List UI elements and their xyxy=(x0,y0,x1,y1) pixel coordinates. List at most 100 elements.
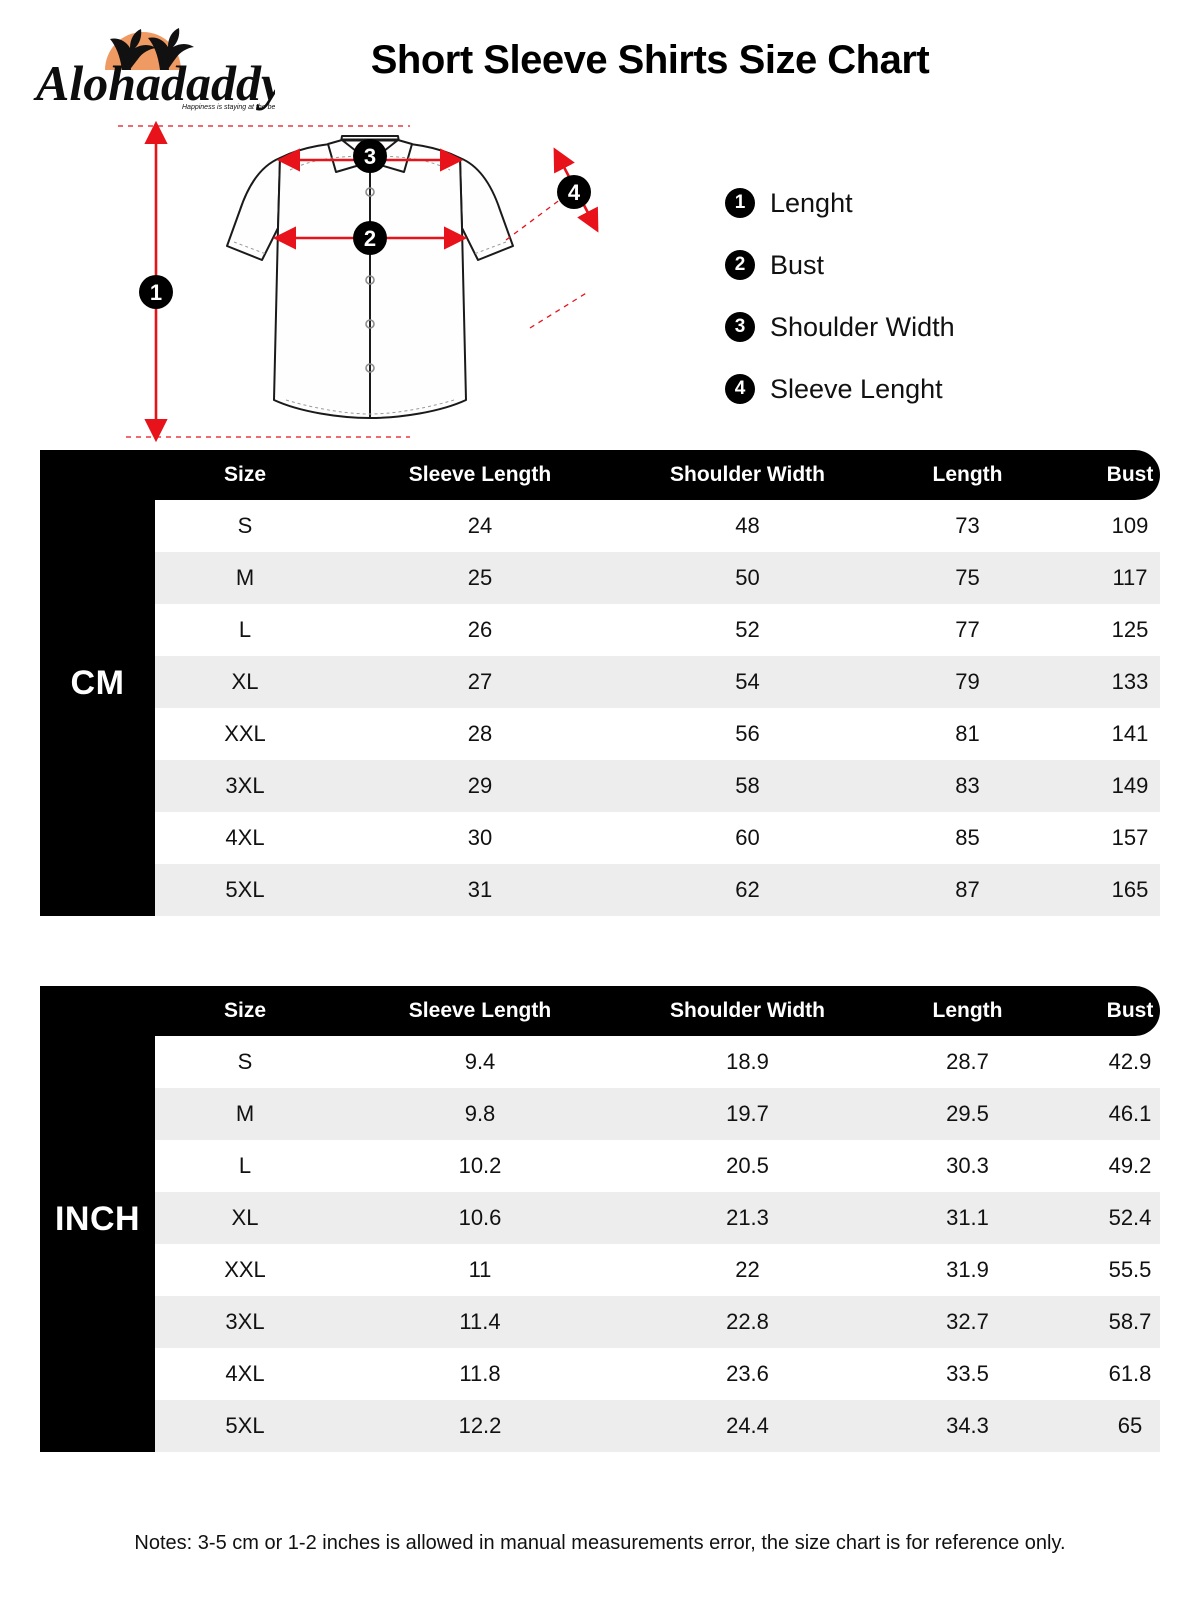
size-table-cm: CM Size Sleeve Length Shoulder Width Len… xyxy=(40,450,1160,916)
header-sleeve-length: Sleeve Length xyxy=(408,463,552,486)
cell-shoulder-width: 23.6 xyxy=(726,1361,769,1386)
cell-sleeve-length: 27 xyxy=(467,669,493,694)
cell-size: 3XL xyxy=(225,773,265,798)
cell-size: XXL xyxy=(224,721,266,746)
legend-item-shoulder-width: 3 Shoulder Width xyxy=(725,296,1145,358)
cell-sleeve-length: 31 xyxy=(467,877,493,902)
cell-length: 34.3 xyxy=(946,1413,989,1438)
table-header-inch: Size Sleeve Length Shoulder Width Length… xyxy=(155,986,1160,1036)
diagram-marker-2: 2 xyxy=(364,226,376,251)
legend-badge-2: 2 xyxy=(725,250,755,280)
header-bust: Bust xyxy=(1106,999,1154,1022)
table-row: S 24 48 73 109 xyxy=(155,500,1160,552)
cell-sleeve-length: 24 xyxy=(467,513,493,538)
cell-length: 87 xyxy=(955,877,980,902)
cell-length: 85 xyxy=(955,825,980,850)
header-length: Length xyxy=(932,999,1003,1022)
cell-sleeve-length: 29 xyxy=(467,773,493,798)
cell-shoulder-width: 48 xyxy=(735,513,760,538)
cell-sleeve-length: 28 xyxy=(467,721,493,746)
legend-item-length: 1 Lenght xyxy=(725,172,1145,234)
cell-length: 75 xyxy=(955,565,980,590)
header-shoulder-width: Shoulder Width xyxy=(670,999,825,1022)
cell-length: 30.3 xyxy=(946,1153,989,1178)
unit-label-inch-cell: INCH xyxy=(40,986,155,1452)
header-shoulder-width: Shoulder Width xyxy=(670,463,825,486)
cell-length: 79 xyxy=(955,669,980,694)
cell-shoulder-width: 60 xyxy=(735,825,760,850)
cell-size: L xyxy=(238,617,252,642)
cell-bust: 117 xyxy=(1112,565,1148,590)
table-row: 4XL 11.8 23.6 33.5 61.8 xyxy=(155,1348,1160,1400)
cell-size: XXL xyxy=(224,1257,266,1282)
cell-bust: 125 xyxy=(1111,617,1149,642)
size-table-inch-grid: Size Sleeve Length Shoulder Width Length… xyxy=(155,986,1160,1452)
cell-bust: 165 xyxy=(1111,877,1149,902)
cell-bust: 52.4 xyxy=(1108,1205,1152,1230)
diagram-marker-3: 3 xyxy=(364,144,376,169)
table-row: 5XL 12.2 24.4 34.3 65 xyxy=(155,1400,1160,1452)
page-title: Short Sleeve Shirts Size Chart xyxy=(370,38,930,82)
header-length: Length xyxy=(932,463,1003,486)
cell-shoulder-width: 22 xyxy=(735,1257,760,1282)
cell-sleeve-length: 26 xyxy=(467,617,493,642)
page-header: Alohadaddy Happiness is staying at the b… xyxy=(0,0,1200,120)
table-row: M 25 50 75 117 xyxy=(155,552,1160,604)
header-size: Size xyxy=(223,999,267,1022)
cell-length: 83 xyxy=(955,773,980,798)
cell-length: 28.7 xyxy=(946,1049,989,1074)
cell-sleeve-length: 11.4 xyxy=(459,1309,501,1334)
cell-sleeve-length: 30 xyxy=(467,825,493,850)
table-row: L 26 52 77 125 xyxy=(155,604,1160,656)
cell-length: 31.1 xyxy=(946,1205,989,1230)
table-row: 3XL 11.4 22.8 32.7 58.7 xyxy=(155,1296,1160,1348)
legend-label-2: Bust xyxy=(770,249,825,280)
cell-shoulder-width: 21.3 xyxy=(726,1205,769,1230)
cell-shoulder-width: 52 xyxy=(735,617,760,642)
table-row: S 9.4 18.9 28.7 42.9 xyxy=(155,1036,1160,1088)
cell-shoulder-width: 58 xyxy=(735,773,760,798)
size-table-cm-grid: Size Sleeve Length Shoulder Width Length… xyxy=(155,450,1160,916)
brand-tagline: Happiness is staying at the beach xyxy=(182,104,275,111)
cell-shoulder-width: 62 xyxy=(735,877,760,902)
unit-label-cm: CM xyxy=(70,663,125,702)
shirt-measurement-diagram: 1 2 3 4 xyxy=(110,100,630,450)
cell-sleeve-length: 9.8 xyxy=(464,1101,496,1126)
cell-length: 33.5 xyxy=(946,1361,989,1386)
cell-length: 73 xyxy=(955,513,980,538)
cell-bust: 49.2 xyxy=(1108,1153,1152,1178)
cell-shoulder-width: 18.9 xyxy=(726,1049,769,1074)
cell-size: 5XL xyxy=(225,877,265,902)
cell-size: S xyxy=(237,513,253,538)
header-sleeve-length: Sleeve Length xyxy=(408,999,552,1022)
cell-bust: 149 xyxy=(1111,773,1149,798)
cell-size: M xyxy=(235,1101,255,1126)
cell-bust: 58.7 xyxy=(1108,1309,1152,1334)
cell-sleeve-length: 25 xyxy=(467,565,493,590)
cell-size: 5XL xyxy=(225,1413,265,1438)
cell-shoulder-width: 56 xyxy=(735,721,760,746)
cell-size: 4XL xyxy=(225,825,265,850)
table-row: M 9.8 19.7 29.5 46.1 xyxy=(155,1088,1160,1140)
legend-label-1: Lenght xyxy=(770,187,853,218)
cell-sleeve-length: 10.6 xyxy=(458,1205,502,1230)
table-row: 3XL 29 58 83 149 xyxy=(155,760,1160,812)
table-row: 4XL 30 60 85 157 xyxy=(155,812,1160,864)
cell-shoulder-width: 22.8 xyxy=(726,1309,769,1334)
unit-label-inch: INCH xyxy=(54,1199,141,1238)
cell-size: 3XL xyxy=(225,1309,265,1334)
cell-shoulder-width: 50 xyxy=(735,565,760,590)
legend-item-sleeve-length: 4 Sleeve Lenght xyxy=(725,358,1145,420)
legend-item-bust: 2 Bust xyxy=(725,234,1145,296)
legend-badge-1: 1 xyxy=(725,188,755,218)
cell-bust: 157 xyxy=(1111,825,1149,850)
cell-length: 29.5 xyxy=(946,1101,989,1126)
table-row: L 10.2 20.5 30.3 49.2 xyxy=(155,1140,1160,1192)
cell-bust: 61.8 xyxy=(1108,1361,1152,1386)
cell-size: XL xyxy=(231,669,259,694)
cell-shoulder-width: 19.7 xyxy=(726,1101,769,1126)
cell-length: 31.9 xyxy=(946,1257,989,1282)
cell-length: 32.7 xyxy=(946,1309,989,1334)
table-row: XXL 28 56 81 141 xyxy=(155,708,1160,760)
